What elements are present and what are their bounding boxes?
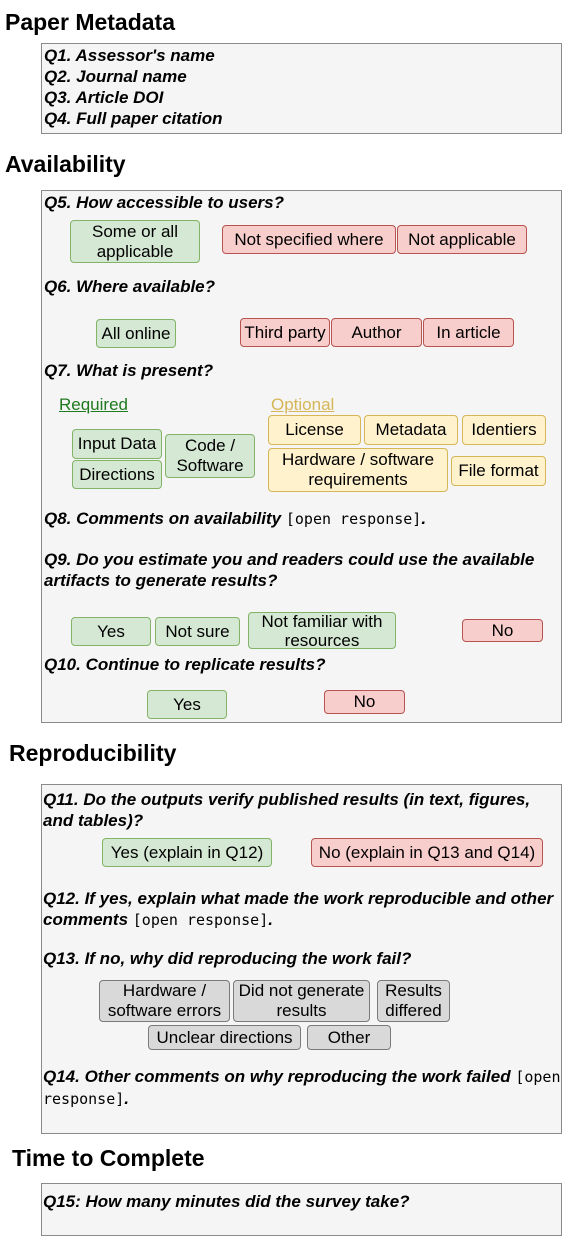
option-third-party[interactable]: Third party (240, 318, 330, 347)
question-q13: Q13. If no, why did reproducing the work… (43, 949, 412, 968)
section-title-time: Time to Complete (12, 1145, 205, 1171)
option-q9-no[interactable]: No (462, 619, 543, 642)
question-q1: Q1. Assessor's name (44, 46, 215, 65)
question-q10: Q10. Continue to replicate results? (44, 655, 326, 674)
option-hardware-software-requirements[interactable]: Hardware / software requirements (268, 448, 448, 492)
period-q12: . (268, 910, 273, 929)
question-q8: Q8. Comments on availability [open respo… (44, 508, 426, 530)
option-not-specified-where[interactable]: Not specified where (222, 225, 396, 254)
option-directions[interactable]: Directions (72, 460, 162, 489)
metadata-panel (41, 43, 562, 134)
period-q8: . (421, 509, 427, 528)
option-author[interactable]: Author (331, 318, 422, 347)
option-yes-explain-q12[interactable]: Yes (explain in Q12) (102, 838, 272, 867)
option-input-data[interactable]: Input Data (72, 429, 162, 459)
required-label: Required (59, 395, 128, 414)
option-q10-no[interactable]: No (324, 690, 405, 714)
option-results-differed[interactable]: Results differed (377, 980, 450, 1022)
option-hardware-software-errors[interactable]: Hardware / software errors (99, 980, 230, 1022)
option-all-online[interactable]: All online (96, 319, 176, 348)
question-q9: Q9. Do you estimate you and readers coul… (44, 550, 535, 590)
question-q8-text: Q8. Comments on availability (44, 509, 282, 528)
option-other[interactable]: Other (307, 1025, 391, 1050)
question-q15: Q15: How many minutes did the survey tak… (43, 1192, 410, 1211)
question-q14-text: Q14. Other comments on why reproducing t… (43, 1067, 511, 1086)
question-q7: Q7. What is present? (44, 361, 214, 380)
question-q3: Q3. Article DOI (44, 88, 164, 107)
option-identifiers[interactable]: Identiers (462, 415, 546, 445)
section-title-availability: Availability (5, 151, 126, 177)
question-q12-text: Q12. If yes, explain what made the work … (43, 889, 554, 929)
option-unclear-directions[interactable]: Unclear directions (148, 1025, 301, 1050)
option-some-or-all-applicable[interactable]: Some or all applicable (70, 220, 200, 263)
option-no-explain-q13-q14[interactable]: No (explain in Q13 and Q14) (311, 838, 543, 867)
option-not-familiar-with-resources[interactable]: Not familiar with resources (248, 612, 396, 649)
question-q6: Q6. Where available? (44, 277, 216, 296)
option-not-sure[interactable]: Not sure (155, 617, 240, 646)
section-title-metadata: Paper Metadata (5, 9, 176, 35)
option-q10-yes[interactable]: Yes (147, 690, 227, 719)
option-code-software[interactable]: Code / Software (165, 434, 255, 478)
question-q14: Q14. Other comments on why reproducing t… (43, 1066, 561, 1110)
option-file-format[interactable]: File format (451, 456, 546, 486)
question-q4: Q4. Full paper citation (44, 109, 223, 128)
question-q5: Q5. How accessible to users? (44, 193, 284, 212)
time-panel (41, 1183, 562, 1236)
question-q11: Q11. Do the outputs verify published res… (43, 790, 531, 830)
section-title-reproducibility: Reproducibility (9, 740, 177, 766)
option-did-not-generate-results[interactable]: Did not generate results (233, 980, 370, 1022)
question-q2: Q2. Journal name (44, 67, 187, 86)
optional-label: Optional (271, 395, 335, 414)
option-q9-yes[interactable]: Yes (71, 617, 151, 646)
option-not-applicable[interactable]: Not applicable (397, 225, 527, 254)
open-response-q14[interactable]: [open response] (43, 1068, 561, 1108)
option-metadata[interactable]: Metadata (364, 415, 458, 445)
option-license[interactable]: License (268, 415, 361, 445)
question-q12: Q12. If yes, explain what made the work … (43, 888, 561, 931)
open-response-q12[interactable]: [open response] (132, 911, 269, 929)
open-response-q8[interactable]: [open response] (285, 510, 422, 528)
option-in-article[interactable]: In article (423, 318, 514, 347)
period-q14: . (124, 1089, 130, 1108)
